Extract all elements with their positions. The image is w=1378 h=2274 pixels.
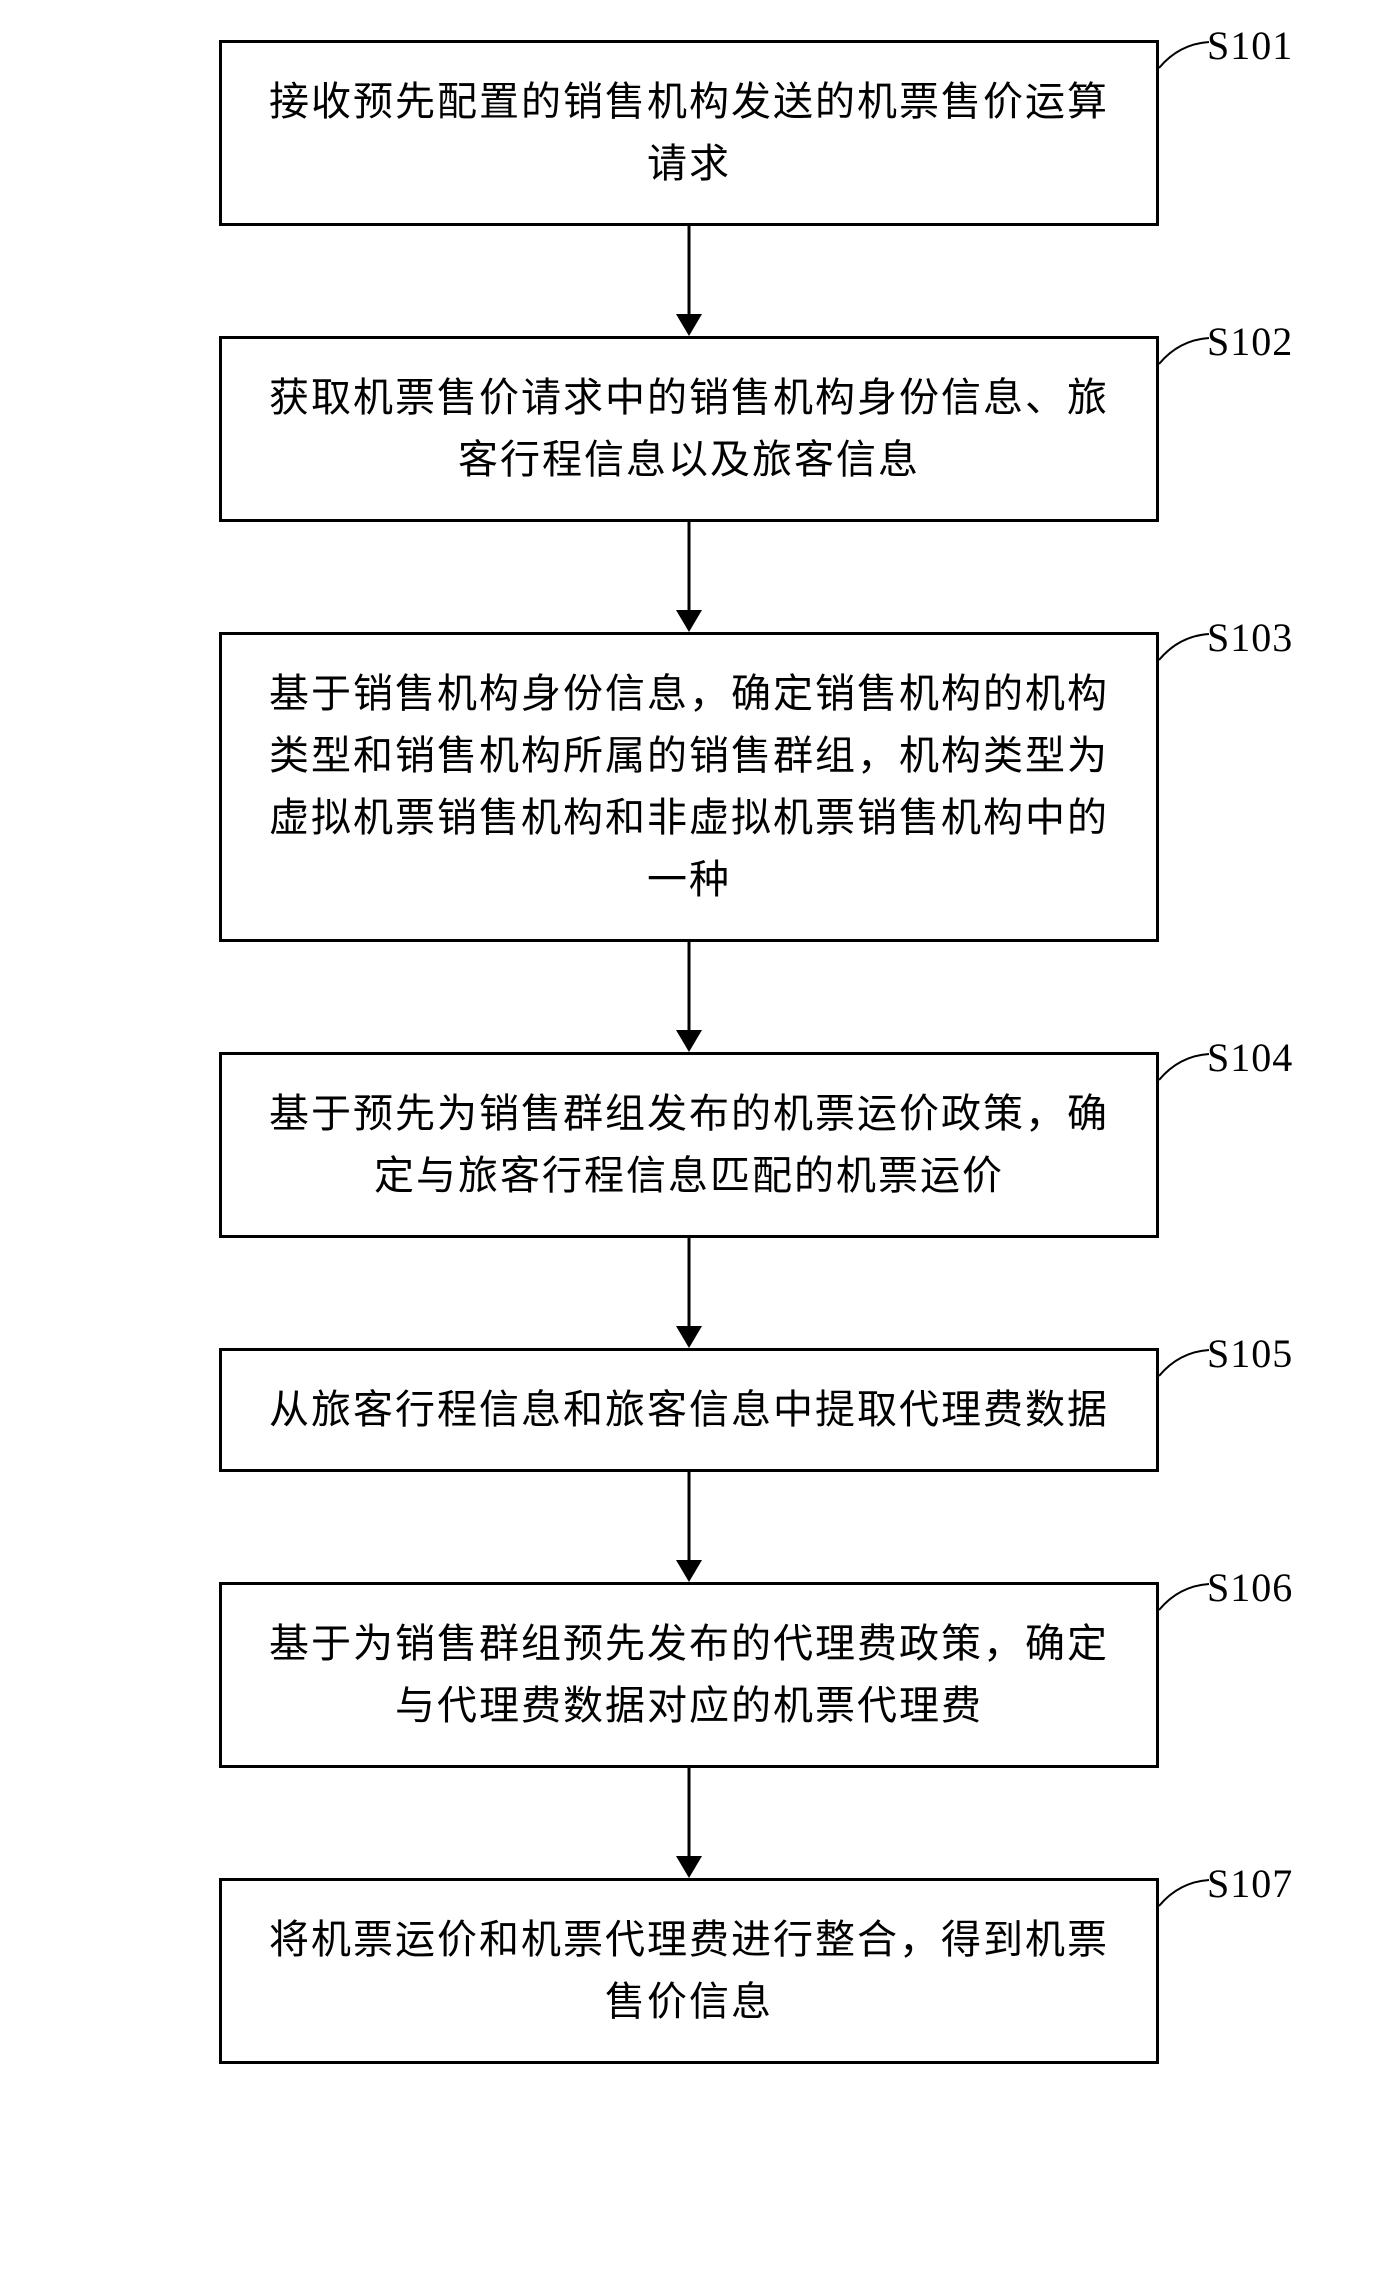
flow-step-label: S104 [1207,1034,1293,1081]
flow-step-text: 基于预先为销售群组发布的机票运价政策，确定与旅客行程信息匹配的机票运价 [258,1083,1120,1207]
flow-step-box: 从旅客行程信息和旅客信息中提取代理费数据 [219,1348,1159,1472]
flow-step: 基于为销售群组预先发布的代理费政策，确定与代理费数据对应的机票代理费S106 [0,1582,1378,1768]
flow-step-text: 基于为销售群组预先发布的代理费政策，确定与代理费数据对应的机票代理费 [258,1613,1120,1737]
flowchart-container: 接收预先配置的销售机构发送的机票售价运算请求S101 获取机票售价请求中的销售机构… [0,40,1378,2064]
flow-step-box: 接收预先配置的销售机构发送的机票售价运算请求 [219,40,1159,226]
flow-step-box: 将机票运价和机票代理费进行整合，得到机票售价信息 [219,1878,1159,2064]
flow-step-label: S102 [1207,318,1293,365]
flow-step-label: S101 [1207,22,1293,69]
flow-step-label: S106 [1207,1564,1293,1611]
flow-arrow [669,522,709,632]
flow-step: 接收预先配置的销售机构发送的机票售价运算请求S101 [0,40,1378,226]
flow-step: 从旅客行程信息和旅客信息中提取代理费数据S105 [0,1348,1378,1472]
flow-step: 基于销售机构身份信息，确定销售机构的机构类型和销售机构所属的销售群组，机构类型为… [0,632,1378,942]
flow-step-label: S105 [1207,1330,1293,1377]
flow-step-text: 获取机票售价请求中的销售机构身份信息、旅客行程信息以及旅客信息 [258,367,1120,491]
flow-arrow [669,942,709,1052]
flow-step: 基于预先为销售群组发布的机票运价政策，确定与旅客行程信息匹配的机票运价S104 [0,1052,1378,1238]
flow-arrow [669,226,709,336]
flow-step-text: 从旅客行程信息和旅客信息中提取代理费数据 [258,1379,1120,1441]
flow-step-text: 接收预先配置的销售机构发送的机票售价运算请求 [258,71,1120,195]
flow-arrow [669,1472,709,1582]
flow-step-label: S107 [1207,1860,1293,1907]
flow-step-box: 基于为销售群组预先发布的代理费政策，确定与代理费数据对应的机票代理费 [219,1582,1159,1768]
flow-step-text: 基于销售机构身份信息，确定销售机构的机构类型和销售机构所属的销售群组，机构类型为… [258,663,1120,911]
flow-step-box: 基于销售机构身份信息，确定销售机构的机构类型和销售机构所属的销售群组，机构类型为… [219,632,1159,942]
flow-step-box: 获取机票售价请求中的销售机构身份信息、旅客行程信息以及旅客信息 [219,336,1159,522]
flow-step: 将机票运价和机票代理费进行整合，得到机票售价信息S107 [0,1878,1378,2064]
flow-arrow [669,1238,709,1348]
flow-step-text: 将机票运价和机票代理费进行整合，得到机票售价信息 [258,1909,1120,2033]
flow-step: 获取机票售价请求中的销售机构身份信息、旅客行程信息以及旅客信息S102 [0,336,1378,522]
flow-step-box: 基于预先为销售群组发布的机票运价政策，确定与旅客行程信息匹配的机票运价 [219,1052,1159,1238]
flow-arrow [669,1768,709,1878]
flow-step-label: S103 [1207,614,1293,661]
